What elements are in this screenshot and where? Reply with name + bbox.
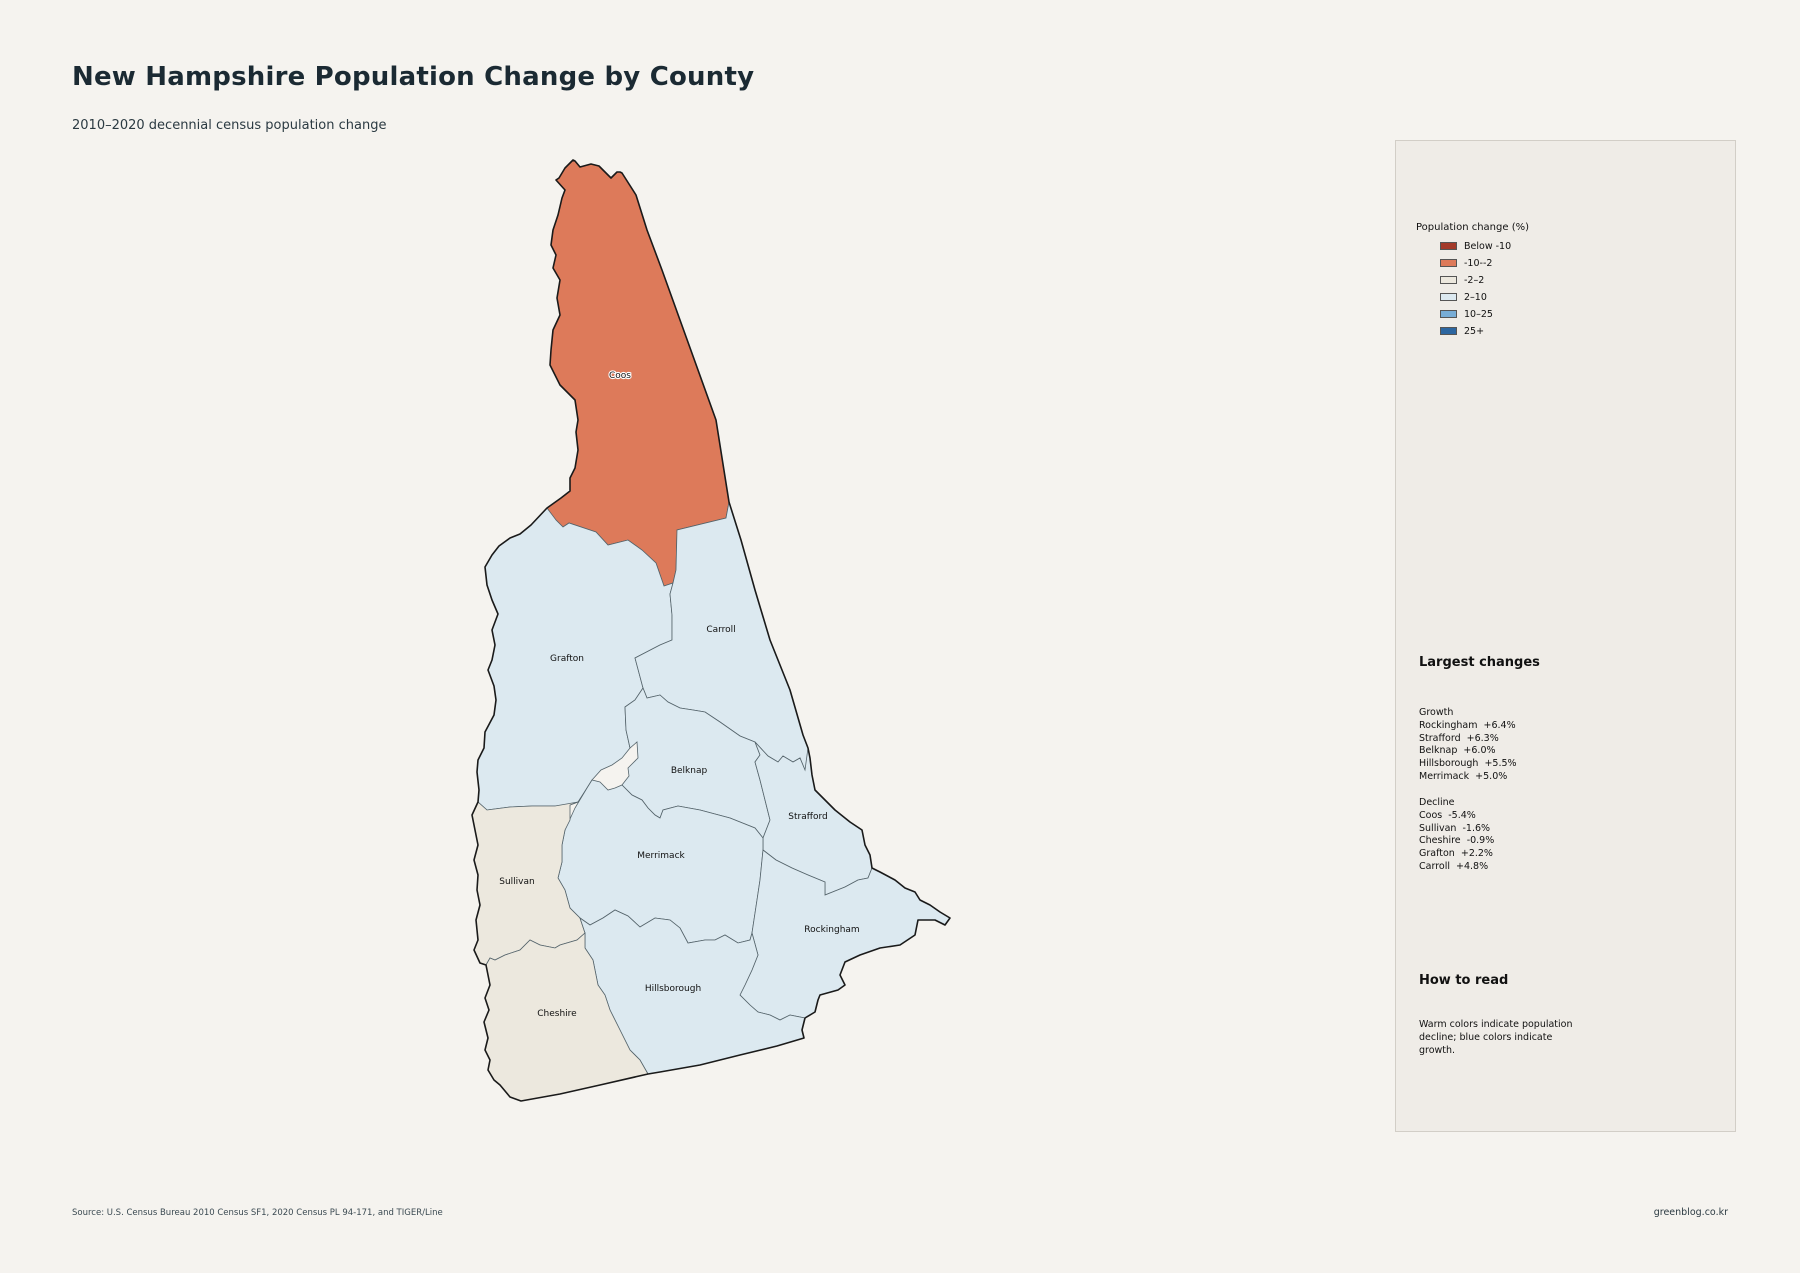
growth-item: Strafford +6.3%: [1419, 733, 1499, 744]
decline-item: Coos -5.4%: [1419, 810, 1476, 821]
county-coos[interactable]: [546, 159, 730, 587]
county-label-strafford: Strafford: [788, 812, 827, 822]
county-label-belknap: Belknap: [671, 766, 708, 776]
legend-swatch: [1440, 310, 1457, 318]
page-title: New Hampshire Population Change by Count…: [72, 62, 755, 92]
legend-swatch: [1440, 242, 1457, 250]
legend-label: -2–2: [1464, 275, 1485, 286]
legend-label: 2–10: [1464, 292, 1487, 303]
legend-swatch: [1440, 276, 1457, 284]
growth-item: Hillsborough +5.5%: [1419, 758, 1517, 769]
county-label-cheshire: Cheshire: [537, 1009, 577, 1019]
county-label-grafton: Grafton: [550, 654, 584, 664]
decline-item: Grafton +2.2%: [1419, 848, 1493, 859]
growth-item: Belknap +6.0%: [1419, 745, 1496, 756]
legend-label: 10–25: [1464, 309, 1493, 320]
largest-changes-title: Largest changes: [1419, 655, 1540, 670]
legend-title: Population change (%): [1416, 222, 1530, 233]
legend-label: -10--2: [1464, 258, 1493, 269]
growth-item: Merrimack +5.0%: [1419, 771, 1508, 782]
decline-heading: Decline: [1419, 797, 1455, 808]
decline-item: Carroll +4.8%: [1419, 861, 1489, 872]
source-note: Source: U.S. Census Bureau 2010 Census S…: [72, 1208, 443, 1218]
growth-heading: Growth: [1419, 707, 1454, 718]
county-label-carroll: Carroll: [706, 625, 735, 635]
county-label-merrimack: Merrimack: [637, 851, 685, 861]
legend-swatch: [1440, 327, 1457, 335]
legend-label: Below -10: [1464, 241, 1512, 252]
state-outline: [471, 159, 951, 1102]
county-label-coos: Coos: [609, 371, 631, 381]
legend-label: 25+: [1464, 326, 1485, 337]
info-panel: Population change (%) Below -10 -10--2 -…: [1395, 140, 1736, 1132]
how-to-read-text: Warm colors indicate population decline;…: [1419, 1019, 1573, 1056]
county-label-rockingham: Rockingham: [804, 925, 859, 935]
decline-item: Sullivan -1.6%: [1419, 823, 1491, 834]
legend-swatch: [1440, 293, 1457, 301]
growth-item: Rockingham +6.4%: [1419, 720, 1516, 731]
county-label-sullivan: Sullivan: [499, 877, 534, 887]
how-to-read-title: How to read: [1419, 973, 1509, 988]
page-subtitle: 2010–2020 decennial census population ch…: [72, 118, 387, 133]
legend-swatch: [1440, 259, 1457, 267]
county-label-hillsborough: Hillsborough: [645, 984, 701, 994]
decline-item: Cheshire -0.9%: [1419, 835, 1495, 846]
site-credit: greenblog.co.kr: [1653, 1207, 1728, 1218]
